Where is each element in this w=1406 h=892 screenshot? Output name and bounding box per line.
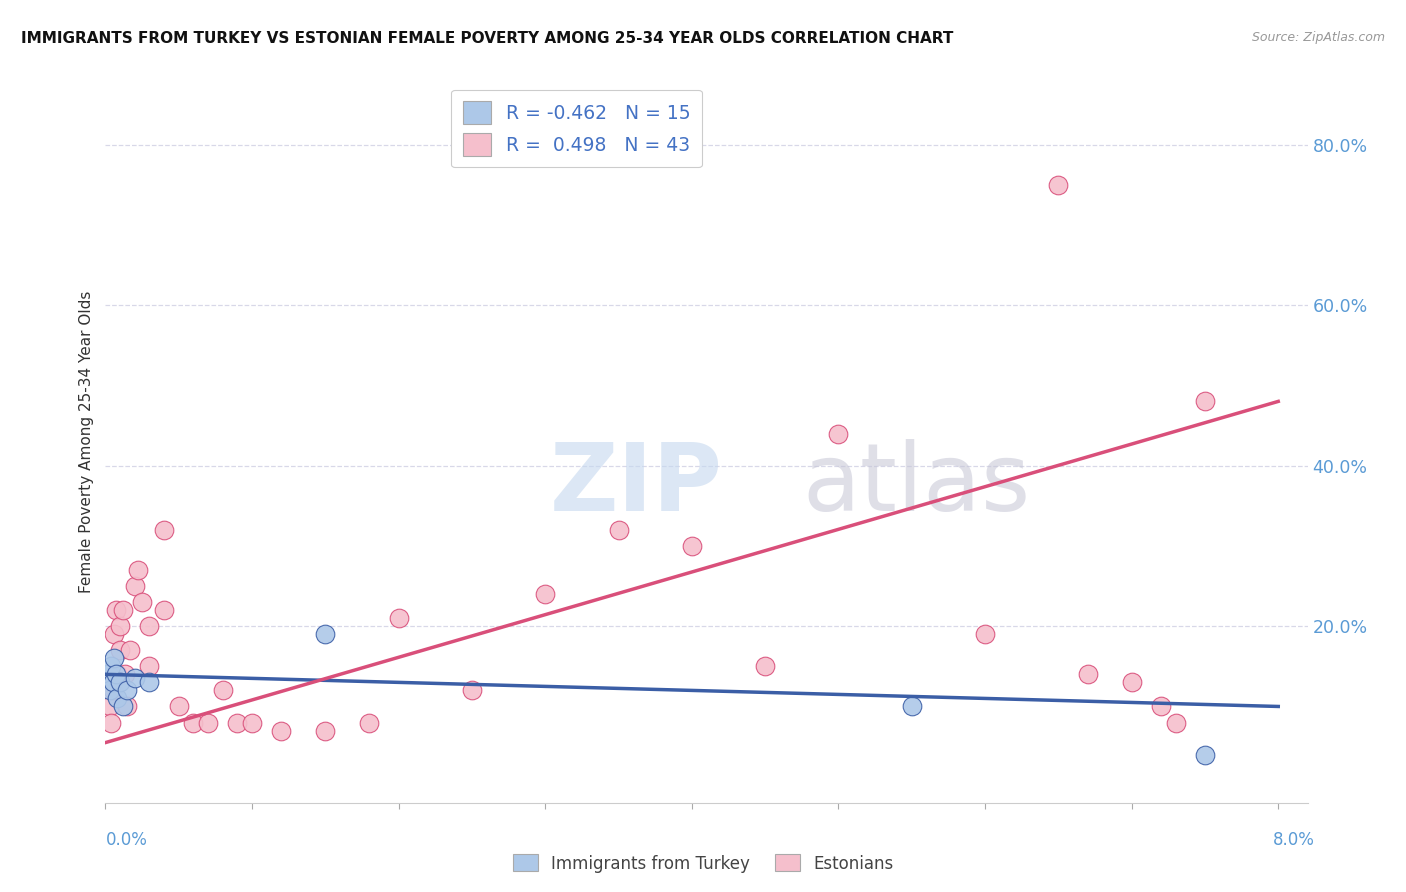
- Point: [138, 659, 160, 673]
- Legend: R = -0.462   N = 15, R =  0.498   N = 43: R = -0.462 N = 15, R = 0.498 N = 43: [451, 90, 702, 168]
- Point: [167, 699, 190, 714]
- Point: [1150, 699, 1173, 714]
- Point: [103, 627, 125, 641]
- Point: [211, 683, 233, 698]
- Point: [112, 603, 135, 617]
- Point: [226, 715, 249, 730]
- Point: [108, 643, 131, 657]
- Text: atlas: atlas: [803, 439, 1031, 531]
- Text: Source: ZipAtlas.com: Source: ZipAtlas.com: [1251, 31, 1385, 45]
- Point: [124, 579, 146, 593]
- Point: [1121, 675, 1143, 690]
- Point: [754, 659, 776, 673]
- Point: [153, 603, 176, 617]
- Point: [270, 723, 292, 738]
- Point: [900, 699, 922, 714]
- Point: [183, 715, 205, 730]
- Point: [681, 539, 703, 553]
- Point: [108, 619, 131, 633]
- Point: [607, 523, 630, 537]
- Point: [388, 611, 411, 625]
- Text: IMMIGRANTS FROM TURKEY VS ESTONIAN FEMALE POVERTY AMONG 25-34 YEAR OLDS CORRELAT: IMMIGRANTS FROM TURKEY VS ESTONIAN FEMAL…: [21, 31, 953, 46]
- Point: [108, 675, 131, 690]
- Point: [1194, 747, 1216, 762]
- Text: ZIP: ZIP: [550, 439, 723, 531]
- Y-axis label: Female Poverty Among 25-34 Year Olds: Female Poverty Among 25-34 Year Olds: [79, 291, 94, 592]
- Point: [117, 683, 139, 698]
- Point: [98, 683, 121, 698]
- Point: [114, 667, 136, 681]
- Point: [138, 675, 160, 690]
- Point: [100, 659, 122, 673]
- Point: [101, 675, 124, 690]
- Text: 8.0%: 8.0%: [1272, 831, 1315, 849]
- Point: [105, 691, 128, 706]
- Point: [105, 667, 128, 681]
- Point: [100, 715, 122, 730]
- Point: [240, 715, 263, 730]
- Point: [461, 683, 484, 698]
- Point: [101, 683, 124, 698]
- Point: [131, 595, 153, 609]
- Point: [1194, 394, 1216, 409]
- Point: [153, 523, 176, 537]
- Point: [97, 675, 120, 690]
- Point: [104, 667, 127, 681]
- Point: [827, 426, 849, 441]
- Point: [1047, 178, 1070, 192]
- Point: [138, 619, 160, 633]
- Text: 0.0%: 0.0%: [105, 831, 148, 849]
- Point: [112, 699, 135, 714]
- Point: [117, 699, 139, 714]
- Point: [124, 671, 146, 685]
- Point: [103, 651, 125, 665]
- Point: [314, 627, 336, 641]
- Point: [127, 563, 149, 577]
- Point: [1164, 715, 1187, 730]
- Point: [314, 723, 336, 738]
- Legend: Immigrants from Turkey, Estonians: Immigrants from Turkey, Estonians: [506, 847, 900, 880]
- Point: [1077, 667, 1099, 681]
- Point: [120, 643, 142, 657]
- Point: [98, 699, 121, 714]
- Point: [97, 667, 120, 681]
- Point: [359, 715, 381, 730]
- Point: [197, 715, 219, 730]
- Point: [104, 603, 127, 617]
- Point: [534, 587, 557, 601]
- Point: [974, 627, 997, 641]
